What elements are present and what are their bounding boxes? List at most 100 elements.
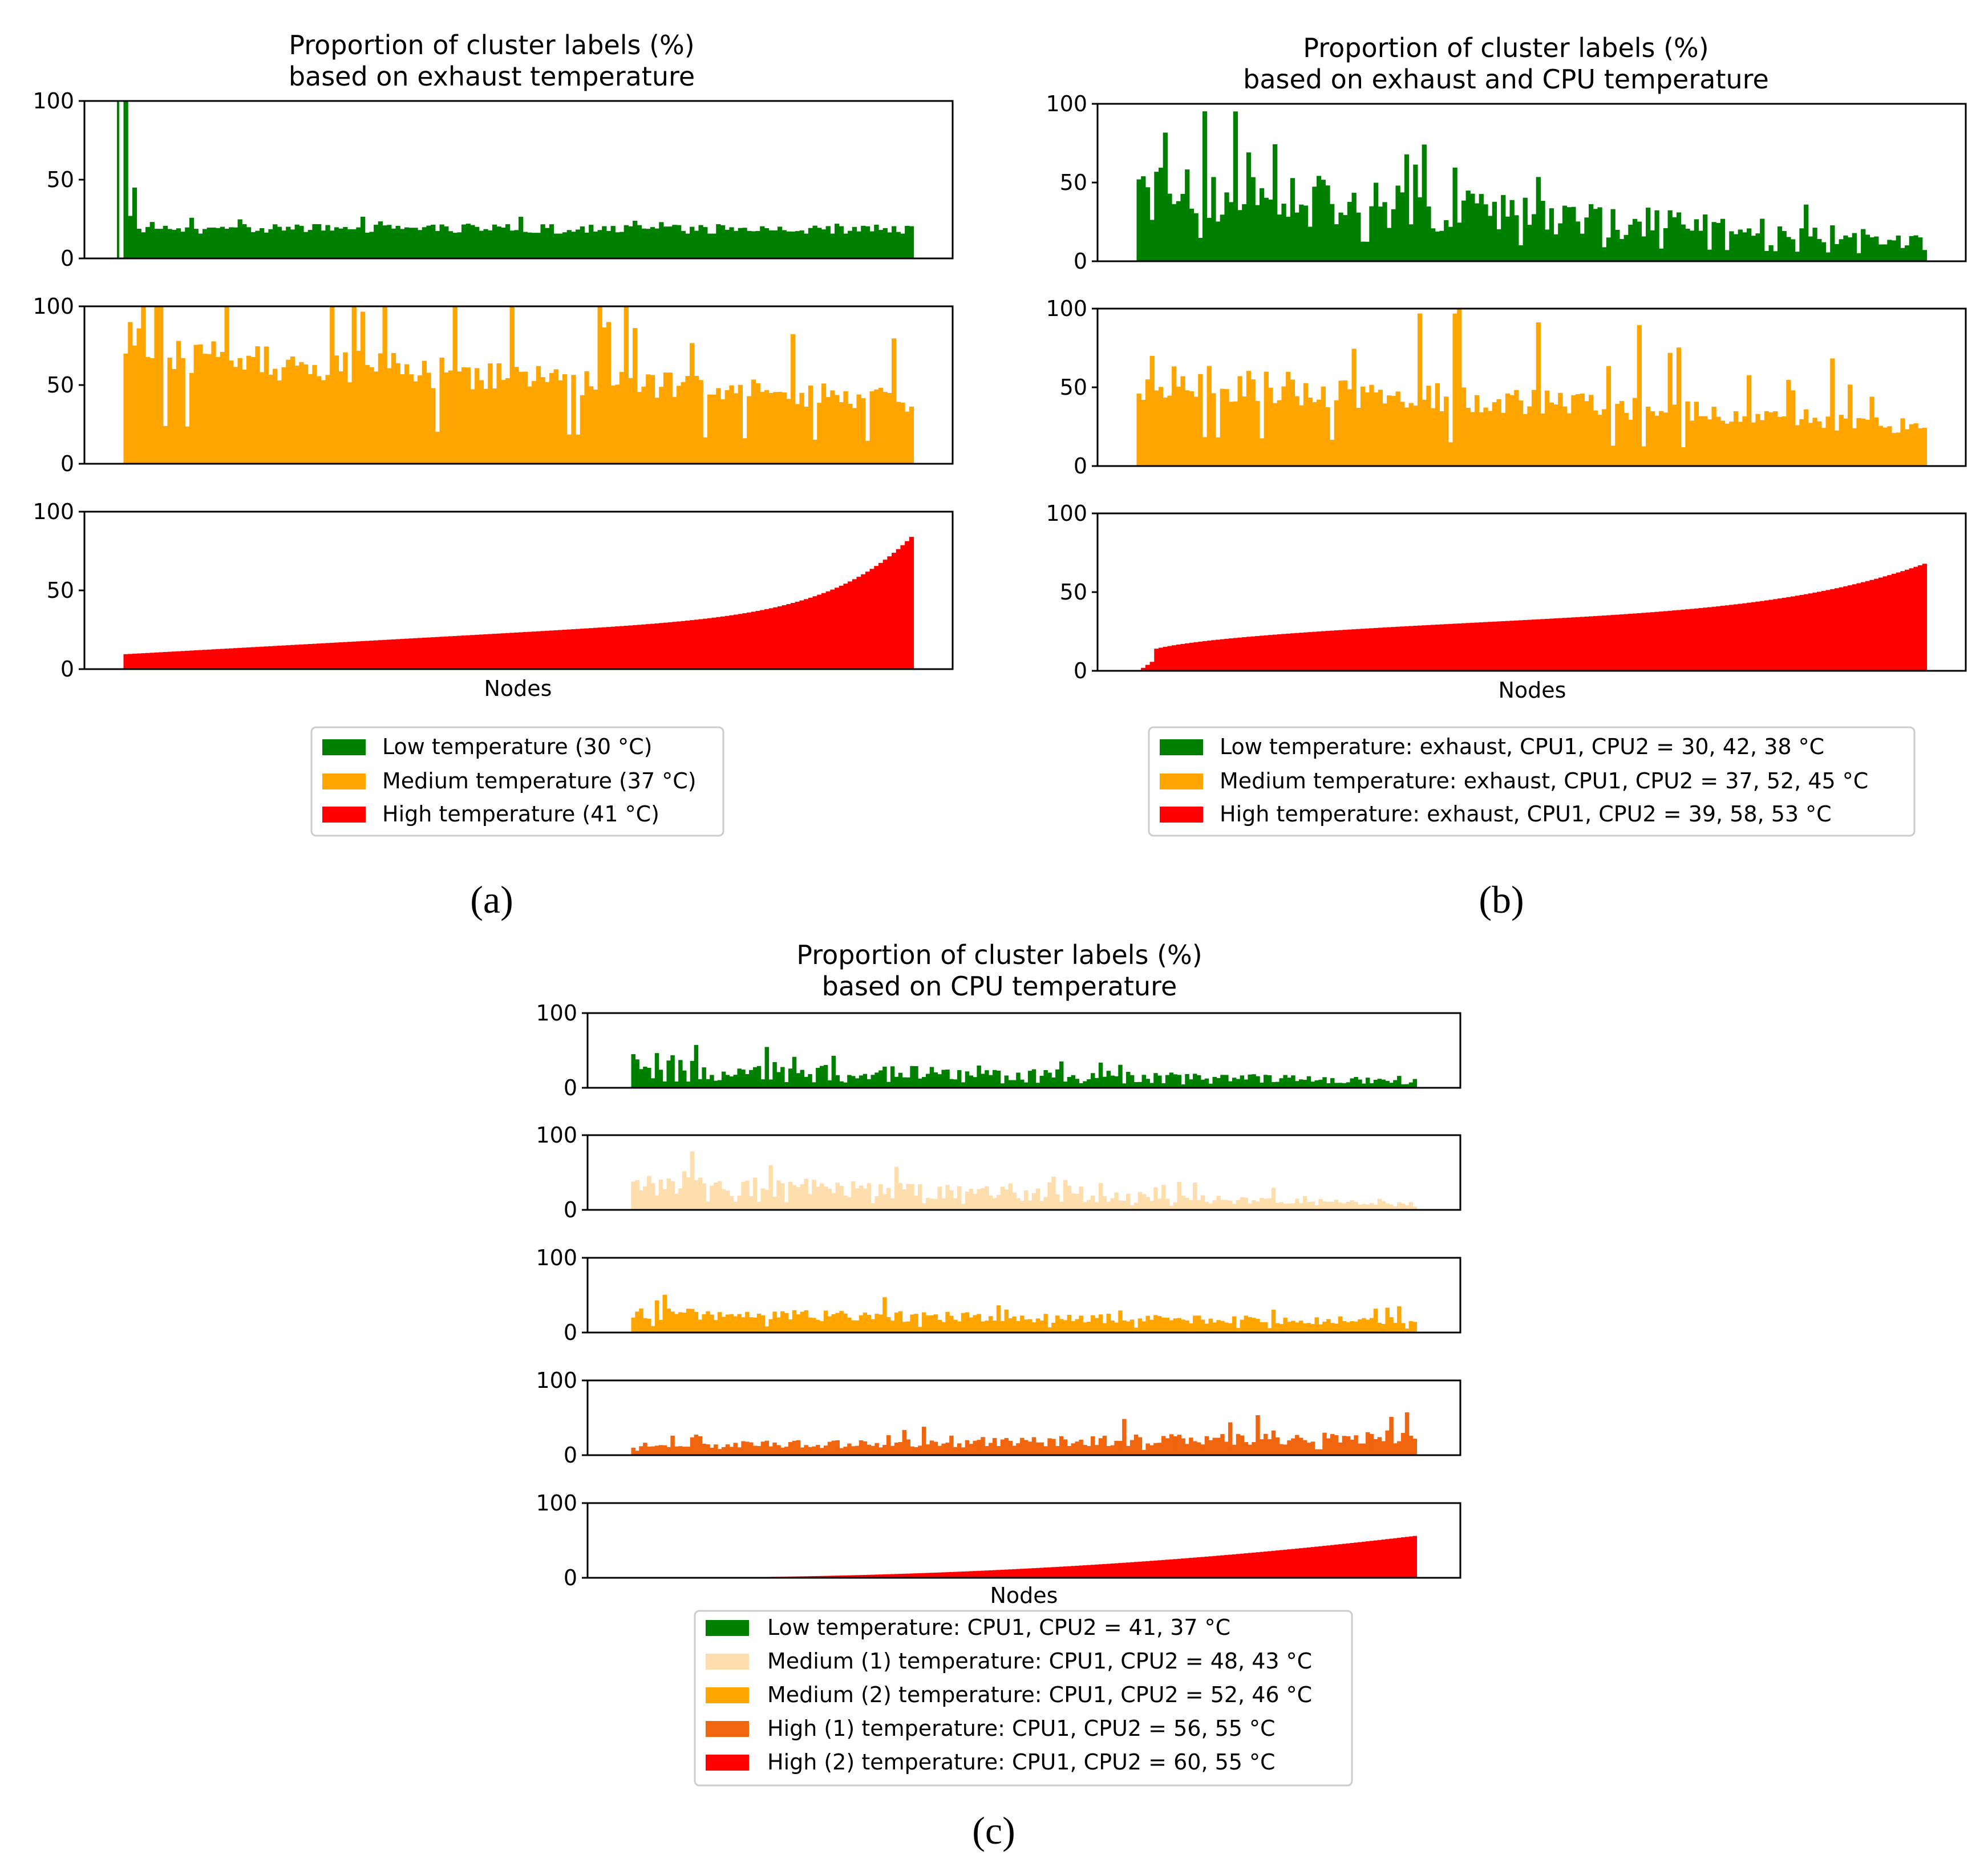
bar (1000, 1439, 1005, 1455)
bar (733, 1443, 738, 1455)
legend-swatch-high-2 (706, 1755, 749, 1771)
bar (808, 1074, 812, 1088)
bar (1777, 416, 1783, 466)
bar (1031, 1568, 1036, 1578)
bar (1202, 111, 1208, 261)
bar (717, 1449, 722, 1455)
bar (1584, 616, 1589, 671)
bar (800, 1447, 805, 1455)
bar (760, 226, 765, 258)
bar (1275, 1550, 1280, 1578)
bar (246, 227, 252, 258)
bar (1246, 637, 1252, 671)
bar (1043, 1070, 1048, 1088)
bar (1330, 1078, 1335, 1088)
bar (989, 1316, 993, 1333)
bar (749, 1196, 754, 1210)
bar (277, 380, 282, 464)
bar (1839, 239, 1844, 261)
bar (835, 1440, 840, 1455)
bar (678, 1312, 683, 1333)
bar (369, 232, 374, 258)
bar (1027, 1568, 1033, 1578)
bar (914, 1195, 918, 1210)
bar (1149, 1561, 1154, 1578)
bar (1922, 428, 1928, 466)
bar (878, 1184, 883, 1210)
bar (1887, 426, 1892, 466)
bar (1173, 1202, 1178, 1210)
bar (965, 1312, 970, 1333)
bar (439, 357, 444, 464)
bar (1637, 613, 1642, 671)
bar (1220, 388, 1225, 466)
bar (1365, 1078, 1370, 1088)
bar (321, 643, 326, 669)
bar (1369, 1318, 1374, 1333)
bar (1470, 193, 1475, 261)
bar (351, 229, 357, 258)
bar (856, 577, 861, 669)
bar (985, 1446, 989, 1455)
bar (1465, 191, 1471, 261)
y-tick-label: 0 (60, 451, 74, 476)
bar (1031, 1322, 1036, 1333)
bar (786, 231, 791, 258)
bar (1369, 384, 1374, 466)
bar (1619, 400, 1625, 466)
bar (185, 426, 190, 464)
bar (666, 1060, 671, 1088)
bar (246, 355, 252, 464)
chart-a-legend: Low temperature (30 °C) Medium temperatu… (310, 726, 724, 837)
bar (1389, 1538, 1394, 1578)
bar (1281, 634, 1286, 671)
bar (1055, 1069, 1060, 1088)
bar (1891, 433, 1897, 466)
bar (1133, 1562, 1139, 1578)
bar (1764, 251, 1770, 261)
bar (1610, 615, 1615, 671)
bar (224, 649, 229, 669)
bar (1321, 386, 1326, 466)
bar (1169, 1434, 1174, 1455)
bar (1431, 408, 1436, 466)
bar (176, 651, 181, 669)
bar (1326, 1201, 1331, 1210)
bar (1412, 1079, 1418, 1088)
bar (1698, 608, 1703, 671)
bar (1248, 1444, 1252, 1455)
bar (250, 647, 256, 669)
bar (1220, 639, 1225, 671)
bar (670, 1055, 675, 1088)
bar (741, 1441, 746, 1455)
bar (330, 642, 335, 669)
bar (702, 1183, 706, 1210)
bar (1165, 1560, 1170, 1578)
bar (1545, 229, 1550, 261)
bar (1126, 1193, 1131, 1210)
bar (1571, 206, 1576, 261)
bar (861, 398, 866, 464)
bar (628, 625, 633, 669)
bar (1479, 622, 1484, 671)
bar (745, 1441, 750, 1455)
bar (1330, 439, 1335, 466)
bar (1790, 390, 1796, 466)
bar (799, 230, 804, 258)
bar (1470, 412, 1475, 466)
bar (816, 1068, 820, 1088)
bar (706, 1311, 710, 1333)
bar (1267, 1075, 1272, 1088)
bar (874, 224, 879, 258)
bar (1316, 176, 1322, 261)
bar (1273, 144, 1278, 261)
bar (1641, 446, 1646, 466)
bar (1110, 1445, 1115, 1455)
bar (465, 224, 471, 258)
bar (1356, 408, 1361, 466)
bar (1354, 1076, 1358, 1088)
bar (1256, 1319, 1260, 1333)
bar (273, 224, 278, 258)
bar (1039, 1321, 1044, 1333)
